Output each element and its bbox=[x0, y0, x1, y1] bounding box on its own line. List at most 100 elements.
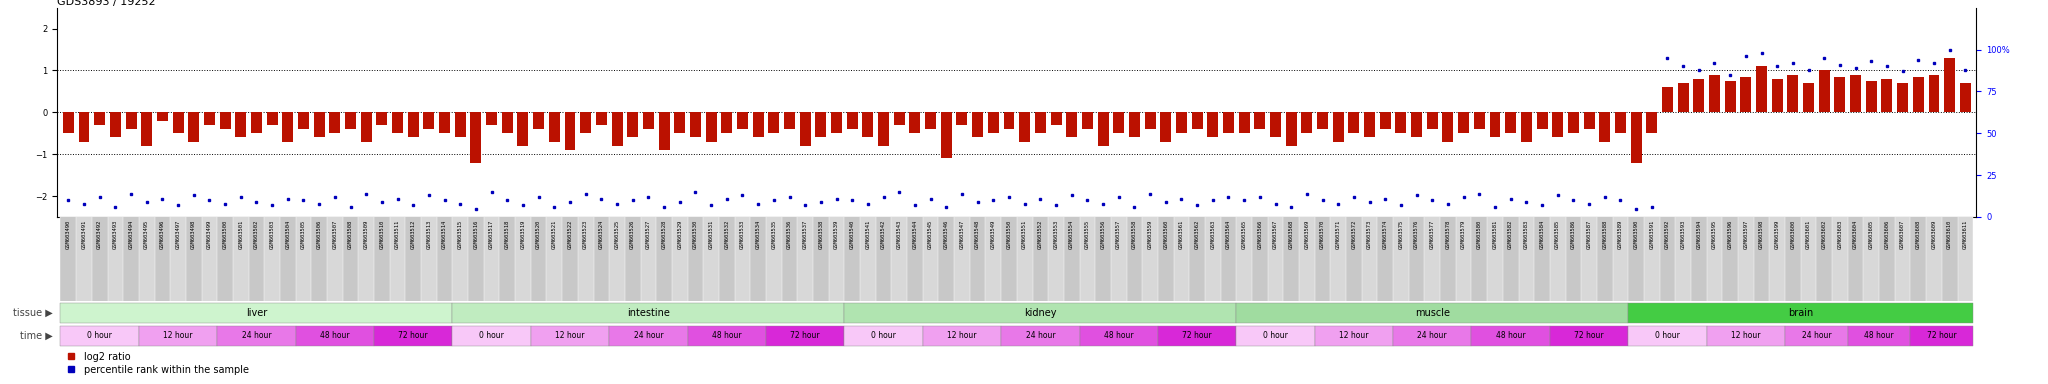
Bar bbox=[1800, 217, 1817, 301]
Bar bbox=[1581, 217, 1597, 301]
Bar bbox=[831, 113, 842, 133]
Bar bbox=[877, 217, 891, 301]
Text: GSM603572: GSM603572 bbox=[1352, 220, 1356, 249]
Text: GSM603591: GSM603591 bbox=[1649, 220, 1655, 249]
Bar bbox=[784, 113, 795, 129]
Bar bbox=[436, 217, 453, 301]
Text: GSM603560: GSM603560 bbox=[1163, 220, 1167, 249]
Text: GSM603543: GSM603543 bbox=[897, 220, 901, 249]
Bar bbox=[1882, 79, 1892, 113]
Text: 24 hour: 24 hour bbox=[1026, 331, 1055, 341]
Bar bbox=[233, 217, 248, 301]
Text: GSM603580: GSM603580 bbox=[1477, 220, 1483, 249]
Text: liver: liver bbox=[246, 308, 266, 318]
Text: GSM603562: GSM603562 bbox=[1194, 220, 1200, 249]
Bar bbox=[266, 113, 279, 125]
Bar bbox=[532, 113, 545, 129]
Bar bbox=[1473, 326, 1550, 346]
Bar bbox=[1049, 217, 1063, 301]
Text: GSM603600: GSM603600 bbox=[1790, 220, 1796, 249]
Bar bbox=[1896, 83, 1909, 113]
Bar bbox=[500, 217, 516, 301]
Bar bbox=[1081, 113, 1094, 129]
Bar bbox=[1677, 83, 1690, 113]
Bar bbox=[690, 113, 700, 137]
Text: GSM603515: GSM603515 bbox=[459, 220, 463, 249]
Bar bbox=[608, 326, 688, 346]
Text: GSM603567: GSM603567 bbox=[1274, 220, 1278, 249]
Bar bbox=[1505, 113, 1516, 133]
Text: GSM603585: GSM603585 bbox=[1554, 220, 1561, 249]
Text: 0 hour: 0 hour bbox=[479, 331, 504, 341]
Bar bbox=[389, 217, 406, 301]
Bar bbox=[328, 217, 342, 301]
Bar bbox=[1739, 217, 1753, 301]
Bar bbox=[1395, 113, 1407, 133]
Bar bbox=[455, 113, 465, 137]
Bar bbox=[252, 113, 262, 133]
Bar bbox=[1694, 79, 1704, 113]
Text: GSM603595: GSM603595 bbox=[1712, 220, 1716, 249]
Text: GSM603502: GSM603502 bbox=[254, 220, 258, 249]
Text: GSM603605: GSM603605 bbox=[1868, 220, 1874, 249]
Text: GSM603590: GSM603590 bbox=[1634, 220, 1638, 249]
Text: GSM603569: GSM603569 bbox=[1305, 220, 1309, 249]
Text: GSM603530: GSM603530 bbox=[692, 220, 698, 249]
Bar bbox=[61, 326, 139, 346]
Text: GSM603606: GSM603606 bbox=[1884, 220, 1890, 249]
Bar bbox=[1157, 217, 1174, 301]
Bar bbox=[1583, 113, 1595, 129]
Bar bbox=[1659, 217, 1675, 301]
Bar bbox=[311, 217, 328, 301]
Bar bbox=[1346, 217, 1362, 301]
Text: GSM603561: GSM603561 bbox=[1180, 220, 1184, 249]
Bar bbox=[1647, 113, 1657, 133]
Text: GSM603494: GSM603494 bbox=[129, 220, 133, 249]
Bar bbox=[1223, 113, 1235, 133]
Text: 48 hour: 48 hour bbox=[713, 331, 741, 341]
Bar bbox=[1849, 74, 1862, 113]
Bar bbox=[1692, 217, 1706, 301]
Bar bbox=[1110, 217, 1126, 301]
Bar bbox=[688, 326, 766, 346]
Bar bbox=[1051, 113, 1061, 125]
Bar bbox=[61, 303, 453, 323]
Text: 24 hour: 24 hour bbox=[242, 331, 270, 341]
Text: kidney: kidney bbox=[1024, 308, 1057, 318]
Bar bbox=[1317, 113, 1327, 129]
Text: GSM603564: GSM603564 bbox=[1227, 220, 1231, 249]
Text: GSM603541: GSM603541 bbox=[866, 220, 870, 249]
Bar bbox=[1143, 217, 1157, 301]
Bar bbox=[1597, 217, 1612, 301]
Bar bbox=[797, 217, 813, 301]
Bar bbox=[170, 217, 186, 301]
Bar bbox=[1706, 217, 1722, 301]
Text: GSM603514: GSM603514 bbox=[442, 220, 446, 249]
Bar bbox=[829, 217, 844, 301]
Text: GSM603518: GSM603518 bbox=[504, 220, 510, 249]
Bar bbox=[94, 113, 104, 125]
Text: GSM603509: GSM603509 bbox=[365, 220, 369, 249]
Bar bbox=[186, 217, 201, 301]
Bar bbox=[1380, 113, 1391, 129]
Text: GSM603510: GSM603510 bbox=[379, 220, 385, 249]
Bar bbox=[1174, 217, 1190, 301]
Bar bbox=[1204, 217, 1221, 301]
Text: 12 hour: 12 hour bbox=[1731, 331, 1761, 341]
Bar bbox=[205, 113, 215, 125]
Bar bbox=[1378, 217, 1393, 301]
Text: GSM603490: GSM603490 bbox=[66, 220, 72, 249]
Bar bbox=[1208, 113, 1219, 137]
Bar bbox=[719, 217, 735, 301]
Bar bbox=[358, 217, 375, 301]
Bar bbox=[1599, 113, 1610, 142]
Text: GSM603559: GSM603559 bbox=[1147, 220, 1153, 249]
Text: GSM603599: GSM603599 bbox=[1776, 220, 1780, 249]
Text: GSM603542: GSM603542 bbox=[881, 220, 887, 249]
Bar bbox=[1913, 77, 1923, 113]
Bar bbox=[735, 217, 750, 301]
Text: 12 hour: 12 hour bbox=[555, 331, 586, 341]
Text: GSM603610: GSM603610 bbox=[1948, 220, 1952, 249]
Bar bbox=[1819, 71, 1829, 113]
Bar bbox=[1004, 113, 1014, 129]
